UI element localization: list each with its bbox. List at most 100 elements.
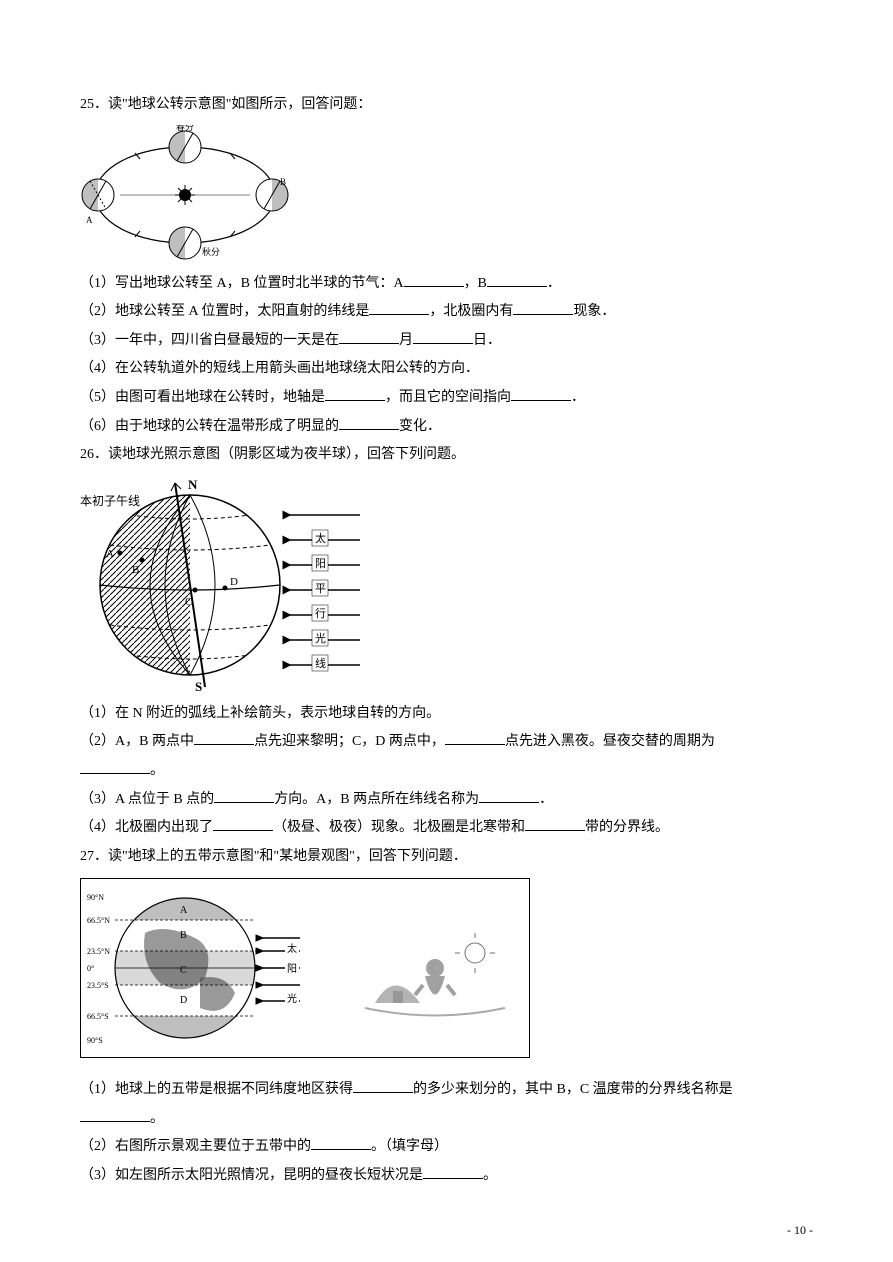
sun-label-1: 阳 [315, 557, 326, 570]
q26-p2: （2）A，B 两点中 点先迎来黎明；C，D 两点中， 点先进入黑夜。昼夜交替的周期为 [80, 729, 813, 756]
blank[interactable] [214, 787, 274, 802]
q27-p1-a: （1）地球上的五带是根据不同纬度地区获得 [80, 1082, 353, 1097]
q25-p3-a: （3）一年中，四川省白昼最短的一天是在 [80, 333, 339, 348]
q26-p3-c: ． [539, 792, 553, 807]
lat-0: 90°N [87, 893, 104, 902]
zone-A: A [180, 905, 188, 916]
point-A: A [106, 548, 114, 560]
q27-p1-b: 的多少来划分的，其中 B，C 温度带的分界线名称是 [413, 1082, 733, 1097]
q25-p1: （1）写出地球公转至 A，B 位置时北半球的节气：A ，B ． [80, 271, 813, 298]
blank[interactable] [353, 1078, 413, 1093]
q26-p3-b: 方向。A，B 两点所在纬线名称为 [274, 792, 479, 807]
label-meridian: 本初子午线 [80, 494, 140, 508]
q26-p4-b: （极昼、极夜）现象。北极圈是北寒带和 [273, 820, 525, 835]
q26-p2-a: （2）A，B 两点中 [80, 734, 194, 749]
blank[interactable] [423, 1163, 483, 1178]
q26-p2-d: 。 [150, 763, 164, 778]
q27-figure: 90°N 66.5°N 23.5°N 0° 23.5°S 66.5°S 90°S… [80, 878, 530, 1058]
q27-p1: （1）地球上的五带是根据不同纬度地区获得 的多少来划分的，其中 B，C 温度带的分… [80, 1077, 813, 1104]
blank[interactable] [445, 730, 505, 745]
q26-p4-c: 带的分界线。 [585, 820, 669, 835]
q25-p1-c: ． [547, 276, 561, 291]
q25-p1-b: ，B [464, 276, 487, 291]
sun-label-0: 太 [315, 532, 326, 545]
q26-p2-c: 点先进入黑夜。昼夜交替的周期为 [505, 734, 715, 749]
blank[interactable] [404, 271, 464, 286]
blank[interactable] [213, 816, 273, 831]
blank[interactable] [513, 300, 573, 315]
blank[interactable] [194, 730, 254, 745]
blank[interactable] [339, 328, 399, 343]
lat-2: 23.5°N [87, 947, 110, 956]
lat-3: 0° [87, 964, 94, 973]
q27-header: 27．读"地球上的五带示意图"和"某地景观图"，回答下列问题． [80, 844, 813, 871]
q25-p2-b: ，北极圈内有 [429, 304, 513, 319]
q26-p3: （3）A 点位于 B 点的 方向。A，B 两点所在纬线名称为 ． [80, 787, 813, 814]
q26-p2-b: 点先迎来黎明；C，D 两点中， [254, 734, 445, 749]
blank[interactable] [311, 1135, 371, 1150]
q26-p2d: 。 [80, 758, 813, 785]
q27-p1-c: 。 [150, 1111, 164, 1126]
q25-p5-b: ，而且它的空间指向 [385, 390, 511, 405]
blank[interactable] [525, 816, 585, 831]
q25-p5: （5）由图可看出地球在公转时，地轴是 ，而且它的空间指向 ． [80, 385, 813, 412]
sun27-1: 阳 [287, 963, 297, 975]
q25-p3: （3）一年中，四川省白昼最短的一天是在 月 日． [80, 328, 813, 355]
blank[interactable] [80, 759, 150, 774]
point-B: B [132, 564, 139, 576]
q25-header: 25．读"地球公转示意图"如图所示，回答问题： [80, 92, 813, 119]
blank[interactable] [413, 328, 473, 343]
q25-p5-a: （5）由图可看出地球在公转时，地轴是 [80, 390, 325, 405]
blank[interactable] [479, 787, 539, 802]
q25-p3-c: 日． [473, 333, 501, 348]
q25-p6: （6）由于地球的公转在温带形成了明显的 变化． [80, 414, 813, 441]
point-D: D [230, 576, 238, 588]
q25-p2: （2）地球公转至 A 位置时，太阳直射的纬线是 ，北极圈内有 现象． [80, 299, 813, 326]
sun-label-5: 线 [315, 656, 326, 670]
page-number: - 10 - [787, 1219, 813, 1242]
q25-p2-a: （2）地球公转至 A 位置时，太阳直射的纬线是 [80, 304, 369, 319]
q25-p3-b: 月 [399, 333, 413, 348]
q26-p1: （1）在 N 附近的弧线上补绘箭头，表示地球自转的方向。 [80, 701, 813, 728]
q25-p5-c: ． [571, 390, 585, 405]
label-S: S [195, 679, 202, 694]
lat-1: 66.5°N [87, 916, 110, 925]
lat-5: 66.5°S [87, 1012, 109, 1021]
q26-p4: （4）北极圈内出现了（极昼、极夜）现象。北极圈是北寒带和带的分界线。 [80, 815, 813, 842]
q27-p1c: 。 [80, 1106, 813, 1133]
q25-p6-a: （6）由于地球的公转在温带形成了明显的 [80, 419, 339, 434]
lat-6: 90°S [87, 1036, 103, 1045]
q25-p2-c: 现象． [573, 304, 615, 319]
q25-p4: （4）在公转轨道外的短线上用箭头画出地球绕太阳公转的方向． [80, 356, 813, 383]
q25-p6-b: 变化． [399, 419, 441, 434]
q25-figure: A B 春分 秋分 [80, 125, 813, 265]
q27-p3-a: （3）如左图所示太阳光照情况，昆明的昼夜长短状况是 [80, 1168, 423, 1183]
q27-p2: （2）右图所示景观主要位于五带中的 。（填字母） [80, 1134, 813, 1161]
label-spring: 春分 [176, 125, 194, 132]
q25-p1-a: （1）写出地球公转至 A，B 位置时北半球的节气：A [80, 276, 404, 291]
sun-label-4: 光 [315, 631, 326, 645]
sun27-2: 光 [287, 992, 297, 1005]
blank[interactable] [339, 414, 399, 429]
q27-p2-b: 。（填字母） [371, 1139, 448, 1154]
zone-C: C [180, 965, 187, 976]
label-autumn: 秋分 [202, 246, 220, 257]
point-C: C [185, 596, 192, 608]
label-N: N [188, 477, 198, 492]
q26-figure: 本初子午线 N S A B C D [80, 475, 813, 695]
q26-p3-a: （3）A 点位于 B 点的 [80, 792, 214, 807]
blank[interactable] [487, 271, 547, 286]
q27-p2-a: （2）右图所示景观主要位于五带中的 [80, 1139, 311, 1154]
sun-label-3: 行 [315, 607, 326, 620]
zone-B: B [180, 930, 187, 941]
sun-label-2: 平 [315, 583, 326, 595]
q27-p3: （3）如左图所示太阳光照情况，昆明的昼夜长短状况是。 [80, 1163, 813, 1190]
blank[interactable] [511, 386, 571, 401]
blank[interactable] [80, 1106, 150, 1121]
lat-4: 23.5°S [87, 981, 109, 990]
blank[interactable] [369, 300, 429, 315]
blank[interactable] [325, 386, 385, 401]
label-A: A [86, 215, 93, 225]
q26-header: 26．读地球光照示意图（阴影区域为夜半球），回答下列问题。 [80, 442, 813, 469]
sun27-0: 太 [287, 942, 297, 955]
